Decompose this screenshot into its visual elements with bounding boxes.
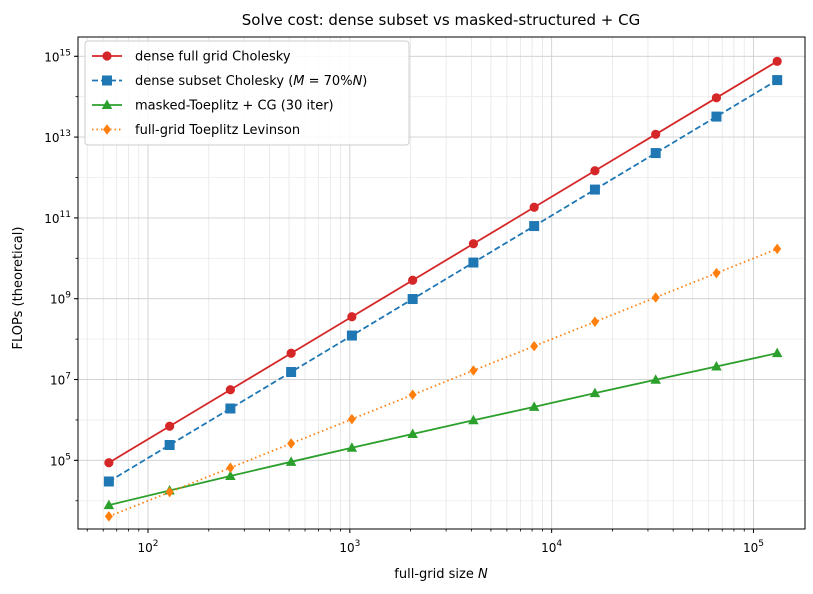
series-4 xyxy=(104,243,782,522)
data-point xyxy=(104,511,113,522)
legend-item: dense full grid Cholesky xyxy=(92,50,291,65)
y-axis-ticks: 105 107 109 1011 1013 1015 xyxy=(44,48,78,502)
data-point xyxy=(287,438,296,449)
x-axis-label: full-grid size N xyxy=(394,567,488,582)
y-tick-label: 105 xyxy=(50,452,71,468)
y-tick-label: 1013 xyxy=(44,129,71,145)
series-line xyxy=(108,79,778,483)
data-point xyxy=(772,75,783,86)
legend: dense full grid Cholesky dense subset Cho… xyxy=(84,40,410,146)
data-point xyxy=(589,184,600,195)
y-tick-label: 109 xyxy=(50,291,71,307)
y-tick-label: 1011 xyxy=(44,210,71,226)
x-tick-label: 102 xyxy=(137,539,158,555)
data-point xyxy=(529,221,540,232)
legend-box xyxy=(84,40,410,146)
x-tick-label: 103 xyxy=(339,539,360,555)
data-point xyxy=(104,458,114,468)
legend-marker xyxy=(101,99,113,109)
plot-frame xyxy=(77,36,806,530)
data-point xyxy=(589,387,601,398)
data-point xyxy=(165,421,175,431)
data-point xyxy=(347,413,356,425)
data-point xyxy=(651,129,661,139)
data-point xyxy=(711,93,722,103)
data-point xyxy=(408,389,417,401)
data-point xyxy=(650,374,661,384)
data-point xyxy=(407,428,418,438)
data-point xyxy=(225,385,235,395)
data-point xyxy=(285,456,297,466)
data-point xyxy=(530,340,539,352)
legend-label: full-grid Toeplitz Levinson xyxy=(135,123,300,138)
data-point xyxy=(407,294,418,305)
data-point xyxy=(651,292,660,303)
series-3 xyxy=(103,347,783,510)
data-point xyxy=(286,348,296,358)
data-point xyxy=(772,56,782,66)
legend-marker xyxy=(102,75,112,86)
data-point xyxy=(103,499,115,510)
x-tick-label: 105 xyxy=(743,539,764,555)
y-tick-label: 107 xyxy=(50,372,71,388)
data-point xyxy=(590,316,599,328)
y-axis-label: FLOPs (theoretical) xyxy=(11,227,26,350)
data-point xyxy=(164,440,175,451)
x-axis-ticks: 102 103 104 105 xyxy=(86,529,764,555)
data-point xyxy=(590,166,600,176)
data-point xyxy=(712,267,721,279)
data-point xyxy=(346,442,358,452)
legend-label: dense full grid Cholesky xyxy=(135,50,291,65)
data-point xyxy=(528,401,540,411)
data-point xyxy=(165,486,174,498)
data-point xyxy=(711,361,722,371)
series-2 xyxy=(103,75,783,487)
data-point xyxy=(469,365,478,376)
data-point xyxy=(468,414,479,425)
data-point xyxy=(773,243,782,255)
data-point xyxy=(347,312,357,322)
legend-marker xyxy=(102,51,112,61)
data-point xyxy=(346,330,357,341)
data-point xyxy=(711,111,722,122)
x-tick-label: 104 xyxy=(541,539,562,555)
data-point xyxy=(529,202,539,212)
series-1 xyxy=(104,56,782,468)
data-point xyxy=(103,476,114,487)
y-tick-label: 1015 xyxy=(44,48,71,64)
data-point xyxy=(225,470,236,480)
data-point xyxy=(468,257,479,268)
data-point xyxy=(468,239,479,249)
series-line xyxy=(108,247,778,518)
series-line xyxy=(108,352,778,506)
data-point xyxy=(286,367,297,378)
series-line xyxy=(108,60,778,464)
data-point xyxy=(226,462,235,474)
data-point xyxy=(225,403,236,414)
legend-item: masked-Toeplitz + CG (30 iter) xyxy=(92,99,334,114)
chart-title: Solve cost: dense subset vs masked-struc… xyxy=(242,11,640,29)
data-point xyxy=(408,275,418,285)
series-layer xyxy=(103,56,783,522)
legend-label: masked-Toeplitz + CG (30 iter) xyxy=(135,99,334,114)
data-point xyxy=(650,148,661,159)
legend-item: full-grid Toeplitz Levinson xyxy=(92,123,300,138)
legend-label: dense subset Cholesky (M = 70%N) xyxy=(135,74,367,89)
data-point xyxy=(771,347,783,358)
legend-marker xyxy=(103,124,111,135)
legend-item: dense subset Cholesky (M = 70%N) xyxy=(92,74,367,89)
